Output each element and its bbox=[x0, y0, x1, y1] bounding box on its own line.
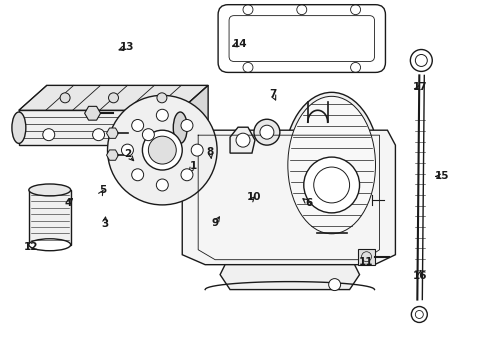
Text: 1: 1 bbox=[189, 161, 197, 171]
Text: 8: 8 bbox=[206, 147, 214, 157]
Circle shape bbox=[410, 306, 427, 323]
Text: 6: 6 bbox=[305, 198, 312, 208]
Circle shape bbox=[409, 50, 431, 71]
Ellipse shape bbox=[287, 96, 375, 234]
Text: 3: 3 bbox=[101, 219, 108, 229]
Circle shape bbox=[131, 169, 143, 181]
Text: 11: 11 bbox=[358, 257, 373, 267]
Text: 10: 10 bbox=[246, 192, 261, 202]
Circle shape bbox=[92, 129, 104, 141]
Circle shape bbox=[108, 93, 118, 103]
Text: 4: 4 bbox=[64, 198, 72, 208]
Circle shape bbox=[156, 109, 168, 121]
Ellipse shape bbox=[283, 92, 379, 238]
Circle shape bbox=[156, 179, 168, 191]
Text: 12: 12 bbox=[24, 242, 39, 252]
Bar bbox=[29, 190, 71, 245]
Circle shape bbox=[253, 119, 279, 145]
Circle shape bbox=[328, 279, 340, 291]
Circle shape bbox=[131, 120, 143, 131]
Text: 17: 17 bbox=[412, 82, 427, 93]
Text: 7: 7 bbox=[268, 89, 276, 99]
Polygon shape bbox=[19, 85, 208, 110]
Bar bbox=[357, 249, 375, 265]
Text: 9: 9 bbox=[211, 218, 219, 228]
Circle shape bbox=[60, 93, 70, 103]
Circle shape bbox=[303, 157, 359, 213]
Circle shape bbox=[107, 95, 217, 205]
Circle shape bbox=[191, 144, 203, 156]
Text: 15: 15 bbox=[434, 171, 448, 181]
Circle shape bbox=[121, 144, 133, 156]
Text: 16: 16 bbox=[412, 271, 426, 281]
Polygon shape bbox=[106, 150, 118, 160]
Polygon shape bbox=[106, 128, 118, 138]
Ellipse shape bbox=[29, 239, 71, 251]
Polygon shape bbox=[19, 110, 180, 145]
Polygon shape bbox=[220, 265, 359, 289]
Polygon shape bbox=[182, 130, 395, 265]
Ellipse shape bbox=[173, 112, 187, 143]
Polygon shape bbox=[180, 85, 208, 145]
Polygon shape bbox=[84, 106, 101, 120]
Circle shape bbox=[157, 93, 166, 103]
Text: 14: 14 bbox=[232, 39, 246, 49]
Circle shape bbox=[260, 125, 273, 139]
Circle shape bbox=[181, 169, 193, 181]
Ellipse shape bbox=[29, 184, 71, 196]
Polygon shape bbox=[229, 127, 254, 153]
Ellipse shape bbox=[12, 112, 26, 143]
Circle shape bbox=[42, 129, 55, 141]
Circle shape bbox=[142, 130, 182, 170]
Text: 2: 2 bbox=[124, 149, 131, 159]
Circle shape bbox=[148, 136, 176, 164]
Circle shape bbox=[181, 120, 193, 131]
Text: 13: 13 bbox=[119, 42, 134, 52]
Circle shape bbox=[236, 133, 249, 147]
Circle shape bbox=[142, 129, 154, 141]
Text: 5: 5 bbox=[100, 185, 107, 195]
